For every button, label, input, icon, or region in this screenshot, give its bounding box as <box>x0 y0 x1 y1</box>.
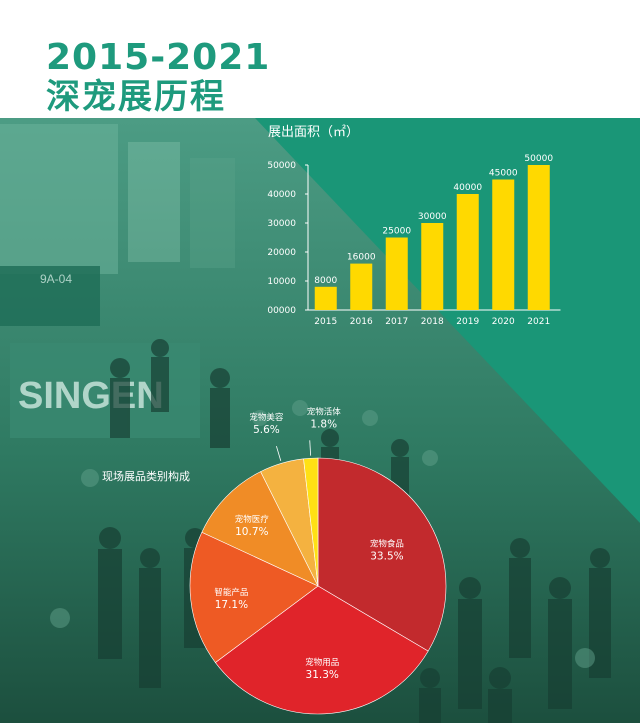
bar-y-tick-label: 30000 <box>267 219 296 229</box>
bar-x-tick-label: 2019 <box>456 317 479 327</box>
pie-value-label: 10.7% <box>235 526 268 538</box>
bar-y-tick-label: 00000 <box>267 306 296 316</box>
bar-value-label: 8000 <box>314 276 337 286</box>
bar-2015 <box>314 286 337 310</box>
pie-slice-1 <box>317 457 447 652</box>
pie-category-label: 宠物医疗 <box>235 514 270 525</box>
pie-leader-line <box>309 440 312 456</box>
bar-x-tick-label: 2018 <box>421 317 444 327</box>
bar-chart-bars: 8000 16000 25000 30000 40000 45000 50000 <box>314 154 553 310</box>
bar-value-label: 40000 <box>453 183 482 193</box>
pie-slice-6 <box>303 457 319 587</box>
pie-slice-3 <box>189 531 319 663</box>
pie-value-label: 1.8% <box>310 418 337 430</box>
pie-slice-2 <box>214 585 429 715</box>
bar-value-label: 45000 <box>489 169 518 179</box>
pie-category-label: 宠物美容 <box>249 412 284 423</box>
pie-category-label: 宠物食品 <box>370 539 404 550</box>
bar-chart-title: 展出面积（㎡） <box>268 125 360 140</box>
pie-category-label: 宠物用品 <box>305 657 339 668</box>
pie-leader-line <box>276 446 282 461</box>
svg-text:SINGEN: SINGEN <box>18 375 164 417</box>
bar-2016 <box>350 263 373 310</box>
bar-2020 <box>492 179 515 310</box>
bar-2017 <box>385 237 408 310</box>
pie-value-label: 17.1% <box>215 599 248 611</box>
bar-x-tick-label: 2021 <box>527 317 550 327</box>
bar-y-tick-label: 10000 <box>267 277 296 287</box>
bar-2018 <box>421 223 444 310</box>
bar-value-label: 25000 <box>382 227 411 237</box>
headline-title: 深宠展历程 <box>46 77 226 118</box>
bar-value-label: 30000 <box>418 212 447 222</box>
pie-category-label: 智能产品 <box>214 587 248 598</box>
bar-y-tick-label: 20000 <box>267 248 296 258</box>
bar-2019 <box>456 194 479 310</box>
pie-slice-4 <box>201 471 319 587</box>
bar-2021 <box>527 165 550 310</box>
bar-x-tick-label: 2016 <box>350 317 373 327</box>
pie-value-label: 33.5% <box>370 551 403 563</box>
pie-value-label: 31.3% <box>306 669 339 681</box>
bar-x-tick-label: 2020 <box>492 317 515 327</box>
svg-text:9A-04: 9A-04 <box>40 272 72 286</box>
pie-category-label: 宠物活体 <box>307 406 342 417</box>
bar-x-tick-label: 2015 <box>314 317 337 327</box>
bar-y-tick-label: 50000 <box>267 161 296 171</box>
bar-chart-axes: 00000 10000 20000 30000 40000 50000 2015 2016 20… <box>267 161 561 327</box>
headline-years: 2015-2021 <box>46 37 271 78</box>
bar-x-tick-label: 2017 <box>385 317 408 327</box>
pie-chart-title: 现场展品类别构成 <box>102 470 190 483</box>
bar-value-label: 50000 <box>524 154 553 164</box>
pie-value-label: 5.6% <box>253 424 280 436</box>
headline: 2015-2021 深宠展历程 <box>46 37 271 118</box>
bar-y-tick-label: 40000 <box>267 190 296 200</box>
bar-value-label: 16000 <box>347 253 376 263</box>
